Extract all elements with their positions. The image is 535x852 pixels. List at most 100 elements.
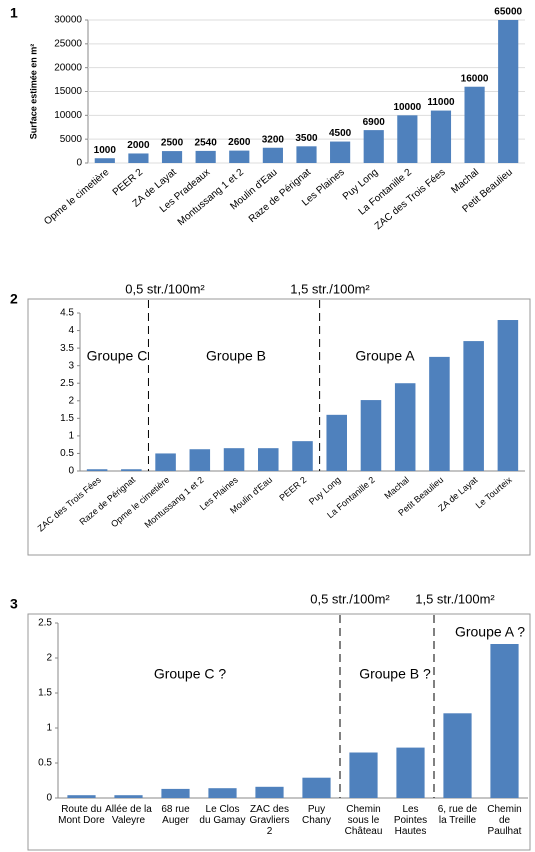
bar: [349, 752, 378, 798]
y-tick-label: 1: [46, 723, 52, 734]
y-tick-label: 0: [46, 793, 52, 804]
y-tick-label: 2: [46, 653, 52, 664]
bar: [208, 788, 237, 798]
y-tick-label: 5000: [60, 134, 83, 145]
value-label: 11000: [427, 97, 455, 108]
bar: [255, 786, 284, 798]
y-tick-label: 1.5: [38, 688, 52, 699]
bar: [394, 383, 416, 471]
bar: [363, 130, 384, 163]
x-tick-label: Machal: [449, 167, 481, 196]
panel-number: 2: [10, 291, 18, 307]
bar: [490, 644, 519, 798]
bar: [258, 448, 279, 471]
y-tick-label: 20000: [54, 62, 82, 73]
value-label: 6900: [363, 117, 386, 128]
x-tick-label: Allée de la Valeyre: [105, 804, 152, 826]
bar: [497, 320, 519, 471]
bar: [396, 747, 425, 798]
x-tick-label: ZAC des Gravliers 2: [249, 804, 290, 837]
bar: [114, 795, 143, 798]
frame: [27, 613, 531, 851]
bar: [121, 469, 142, 471]
value-label: 4500: [329, 128, 352, 139]
y-tick-label: 0.5: [38, 758, 52, 769]
x-tick-label: Les Pointes Hautes: [393, 804, 428, 837]
y-tick-label: 4: [68, 325, 74, 336]
bar: [360, 400, 382, 471]
x-tick-label: ZAC des Trois Fées: [36, 474, 104, 533]
value-label: 10000: [393, 102, 421, 113]
bar: [94, 158, 115, 163]
x-tick-label: Puy Chany: [302, 804, 331, 826]
y-axis-label: Surface estimée en m²: [28, 44, 38, 140]
bar: [463, 341, 484, 471]
bar: [430, 110, 452, 163]
value-label: 2540: [195, 138, 218, 149]
y-tick-label: 30000: [54, 15, 82, 26]
bar: [161, 151, 183, 163]
bar: [223, 448, 245, 471]
y-tick-label: 0.5: [60, 448, 74, 459]
bar: [397, 115, 418, 163]
y-tick-label: 10000: [54, 110, 82, 121]
x-tick-label: Chemin de Paulhat: [487, 804, 522, 837]
y-tick-label: 2: [68, 395, 74, 406]
frame: [27, 298, 531, 556]
annotation: Groupe B: [206, 348, 266, 364]
y-tick-label: 2.5: [38, 618, 52, 629]
bar: [429, 356, 450, 471]
bar: [86, 469, 108, 471]
value-label: 65000: [494, 7, 522, 18]
value-label: 2500: [161, 138, 184, 149]
bar: [262, 147, 283, 163]
bar: [330, 141, 351, 163]
bar: [189, 449, 211, 471]
bar: [67, 795, 96, 798]
x-tick-label: Route du Mont Dore: [58, 804, 105, 826]
y-tick-label: 15000: [54, 86, 82, 97]
annotation: Groupe C ?: [154, 666, 227, 682]
bar: [326, 414, 347, 471]
bar: [443, 713, 472, 798]
y-tick-label: 3: [68, 360, 74, 371]
x-tick-label: 68 rue Auger: [161, 804, 190, 826]
annotation: Groupe B ?: [359, 666, 431, 682]
bar: [195, 150, 216, 163]
y-tick-label: 1: [68, 431, 74, 442]
y-tick-label: 0: [68, 466, 74, 477]
y-tick-label: 25000: [54, 38, 82, 49]
bar: [302, 777, 331, 798]
value-label: 3500: [295, 133, 318, 144]
x-tick-label: PEER 2: [277, 475, 308, 503]
x-tick-label: 6, rue de la Treille: [437, 804, 478, 826]
bar: [155, 453, 176, 471]
x-tick-label: Montussang 1 et 2: [142, 475, 205, 530]
annotation: 0,5 str./100m²: [310, 591, 390, 606]
y-tick-label: 4.5: [60, 308, 74, 319]
annotation: Groupe A: [355, 348, 415, 364]
value-label: 2600: [228, 137, 251, 148]
panel-number: 1: [10, 5, 18, 21]
y-tick-label: 3.5: [60, 343, 74, 354]
x-tick-label: Opme le cimetière: [109, 475, 171, 530]
value-label: 16000: [461, 73, 489, 84]
y-tick-label: 2.5: [60, 378, 74, 389]
x-tick-label: Chemin sous le Château: [344, 804, 383, 837]
x-tick-label: Raze de Pérignat: [247, 167, 313, 225]
annotation: 1,5 str./100m²: [290, 281, 370, 296]
bar: [128, 153, 149, 163]
value-label: 3200: [262, 134, 285, 145]
annotation: Groupe A ?: [455, 624, 525, 640]
x-tick-label: Le Clos du Gamay: [199, 804, 246, 826]
annotation: 1,5 str./100m²: [415, 591, 495, 606]
x-tick-label: Machal: [382, 475, 411, 501]
bar: [161, 788, 190, 798]
panel-number: 3: [10, 596, 18, 612]
y-tick-label: 1.5: [60, 413, 74, 424]
bar: [229, 150, 250, 163]
bar: [464, 86, 485, 163]
y-tick-label: 0: [76, 158, 82, 169]
